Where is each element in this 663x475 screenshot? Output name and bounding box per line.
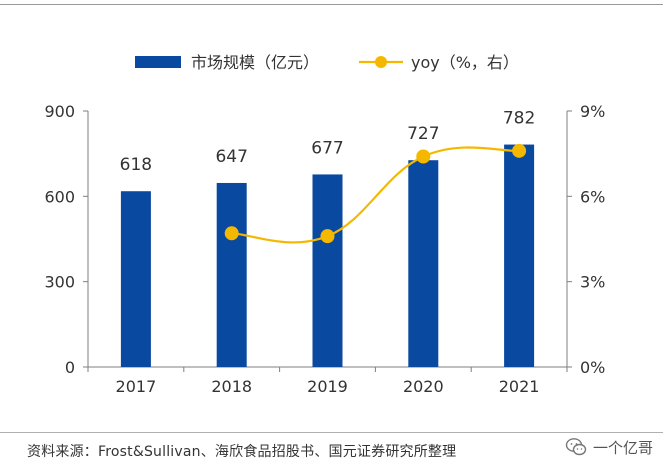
watermark-text: 一个亿哥 xyxy=(592,438,653,457)
legend-label-line: yoy（%，右） xyxy=(411,53,519,72)
yoy-point xyxy=(416,149,431,164)
x-tick-label: 2017 xyxy=(116,377,157,396)
bar xyxy=(312,174,343,367)
watermark: 一个亿哥 xyxy=(565,436,653,458)
bar-data-label: 618 xyxy=(120,155,152,175)
bar-data-label: 782 xyxy=(503,109,535,129)
y-left-tick-label: 900 xyxy=(44,102,75,121)
top-divider xyxy=(0,4,663,5)
legend-swatch-marker xyxy=(375,56,387,68)
bar xyxy=(408,160,439,367)
bar-data-label: 677 xyxy=(311,138,343,158)
y-right-tick-label: 0% xyxy=(580,358,605,377)
legend-label-bar: 市场规模（亿元） xyxy=(191,53,319,72)
legend-swatch-bar xyxy=(135,56,181,68)
x-tick-label: 2020 xyxy=(403,377,444,396)
y-right-tick-label: 3% xyxy=(580,273,605,292)
x-tick-label: 2021 xyxy=(499,377,540,396)
source-note: 资料来源：Frost&Sullivan、海欣食品招股书、国元证券研究所整理 xyxy=(27,444,457,460)
y-right-tick-label: 9% xyxy=(580,102,605,121)
x-tick-label: 2019 xyxy=(307,377,348,396)
bar xyxy=(504,144,535,367)
x-tick-label: 2018 xyxy=(211,377,252,396)
yoy-series-line xyxy=(231,146,520,244)
bar xyxy=(216,182,247,367)
y-left-tick-label: 300 xyxy=(44,273,75,292)
bar-data-label: 727 xyxy=(407,124,439,144)
bar xyxy=(120,191,151,367)
y-left-tick-label: 600 xyxy=(44,187,75,206)
yoy-point xyxy=(512,143,527,158)
chart-canvas: 0 300 600 900 0% 3% 6% 9% 2017 2018 2019 2020 2021 61… xyxy=(44,53,605,396)
bar-data-label: 647 xyxy=(215,147,247,167)
y-right-tick-label: 6% xyxy=(580,187,605,206)
yoy-point xyxy=(224,226,239,241)
bottom-divider xyxy=(0,432,663,433)
yoy-point xyxy=(320,229,335,244)
wechat-logo-icon xyxy=(565,438,587,456)
y-left-tick-label: 0 xyxy=(65,358,75,377)
